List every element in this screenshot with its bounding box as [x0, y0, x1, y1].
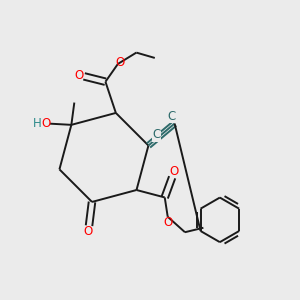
Text: O: O	[163, 216, 172, 229]
Text: C: C	[167, 110, 176, 123]
Text: O: O	[169, 165, 178, 178]
Text: O: O	[74, 69, 83, 82]
Text: O: O	[42, 117, 51, 130]
Text: O: O	[116, 56, 125, 69]
Text: O: O	[84, 225, 93, 238]
Text: C: C	[153, 128, 161, 141]
Text: H: H	[33, 117, 42, 130]
